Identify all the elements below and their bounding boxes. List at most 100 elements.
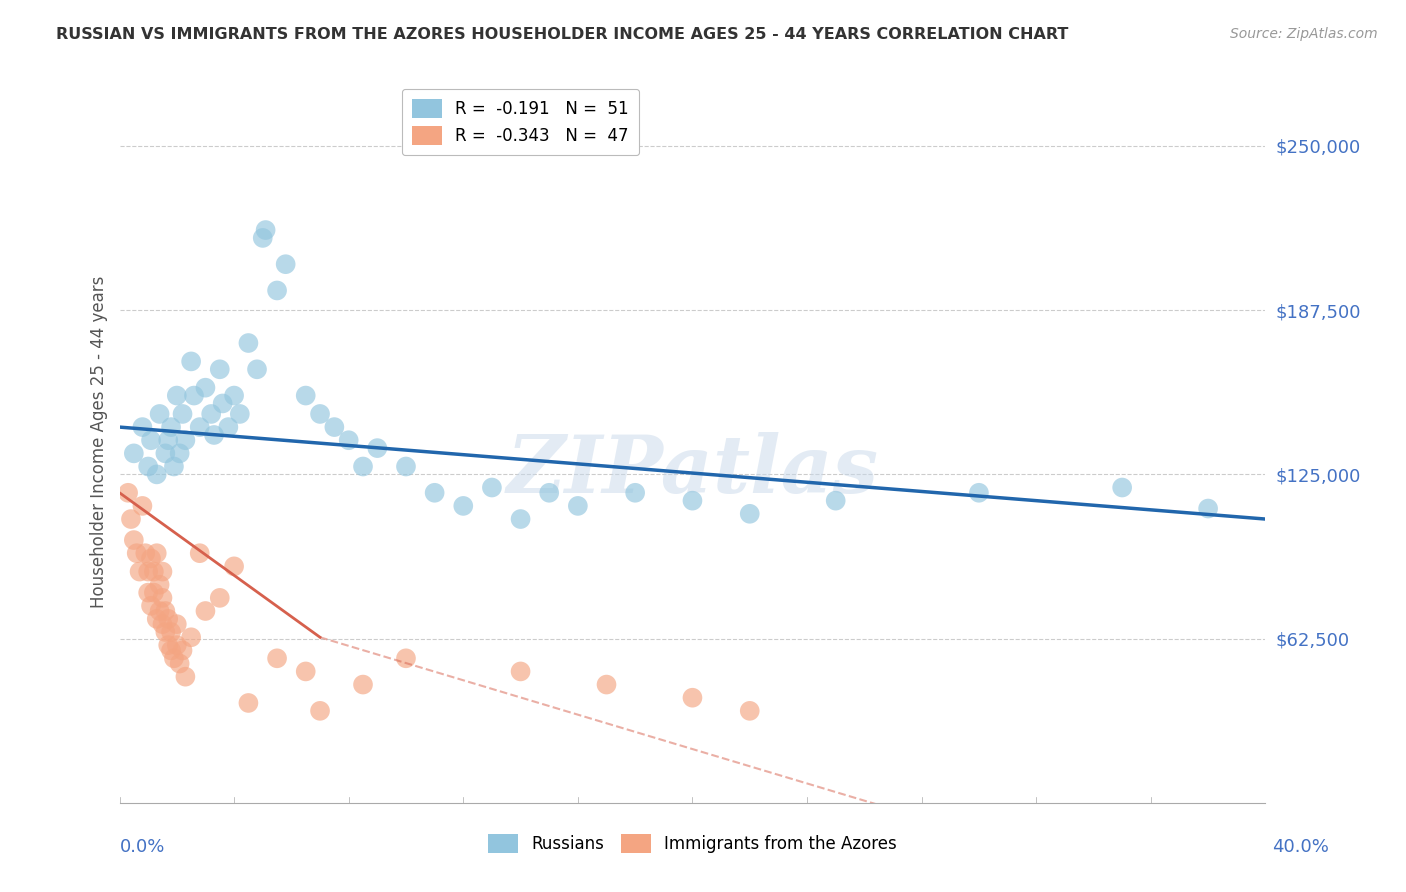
Point (183, 388, 205, 402)
Point (157, 612, 180, 626)
Point (163, 651, 186, 665)
Point (266, 284, 288, 298)
Point (136, 585, 159, 599)
Point (352, 459, 374, 474)
Point (337, 434, 360, 448)
Point (122, 533, 145, 547)
Point (142, 585, 165, 599)
Text: 0.0%: 0.0% (120, 838, 165, 855)
Point (134, 546, 156, 560)
Point (131, 499, 153, 513)
Point (208, 362, 231, 376)
Point (309, 704, 332, 718)
Point (509, 665, 531, 679)
Point (238, 336, 260, 351)
Point (294, 665, 316, 679)
Point (222, 388, 246, 402)
Point (149, 407, 172, 421)
Point (139, 551, 162, 566)
Text: 40.0%: 40.0% (1272, 838, 1329, 855)
Point (166, 388, 188, 402)
Point (395, 459, 418, 474)
Point (1197, 501, 1219, 516)
Point (188, 546, 211, 560)
Point (1111, 481, 1133, 495)
Point (172, 643, 194, 657)
Point (142, 565, 165, 579)
Point (136, 459, 159, 474)
Point (122, 446, 145, 460)
Point (149, 578, 172, 592)
Point (163, 459, 186, 474)
Point (194, 604, 217, 618)
Point (453, 499, 475, 513)
Point (323, 420, 346, 434)
Text: Source: ZipAtlas.com: Source: ZipAtlas.com (1230, 27, 1378, 41)
Point (139, 434, 162, 448)
Point (166, 638, 188, 652)
Point (682, 690, 704, 705)
Point (194, 381, 217, 395)
Point (202, 428, 225, 442)
Point (595, 677, 617, 691)
Point (188, 420, 211, 434)
Point (222, 559, 246, 574)
Point (128, 565, 150, 579)
Point (309, 407, 332, 421)
Point (180, 354, 202, 368)
Point (423, 485, 446, 500)
Point (246, 362, 269, 376)
Point (824, 493, 846, 508)
Point (136, 565, 159, 579)
Point (274, 257, 297, 271)
Point (967, 485, 990, 500)
Point (624, 485, 647, 500)
Point (152, 591, 174, 605)
Point (169, 446, 191, 460)
Point (155, 604, 177, 618)
Point (157, 638, 180, 652)
Point (254, 223, 277, 237)
Point (166, 617, 188, 632)
Point (157, 434, 180, 448)
Point (139, 599, 162, 613)
Text: ZIPatlas: ZIPatlas (506, 432, 879, 509)
Point (509, 512, 531, 526)
Point (152, 565, 174, 579)
Legend: Russians, Immigrants from the Azores: Russians, Immigrants from the Azores (481, 827, 904, 860)
Point (395, 651, 418, 665)
Point (131, 420, 153, 434)
Point (160, 643, 183, 657)
Point (682, 493, 704, 508)
Point (169, 657, 191, 671)
Point (266, 651, 288, 665)
Point (567, 499, 589, 513)
Point (152, 617, 174, 632)
Point (117, 485, 139, 500)
Point (208, 591, 231, 605)
Point (294, 388, 316, 402)
Y-axis label: Householder Income Ages 25 - 44 years: Householder Income Ages 25 - 44 years (90, 276, 108, 607)
Point (538, 485, 561, 500)
Point (145, 467, 167, 482)
Point (145, 612, 167, 626)
Point (149, 604, 172, 618)
Point (174, 434, 197, 448)
Point (172, 407, 194, 421)
Point (180, 630, 202, 644)
Text: RUSSIAN VS IMMIGRANTS FROM THE AZORES HOUSEHOLDER INCOME AGES 25 - 44 YEARS CORR: RUSSIAN VS IMMIGRANTS FROM THE AZORES HO… (56, 27, 1069, 42)
Point (252, 231, 274, 245)
Point (160, 420, 183, 434)
Point (238, 696, 260, 710)
Point (174, 670, 197, 684)
Point (125, 546, 148, 560)
Point (145, 546, 167, 560)
Point (229, 407, 252, 421)
Point (120, 512, 142, 526)
Point (211, 396, 233, 410)
Point (366, 441, 388, 455)
Point (155, 625, 177, 640)
Point (155, 446, 177, 460)
Point (352, 677, 374, 691)
Point (217, 420, 239, 434)
